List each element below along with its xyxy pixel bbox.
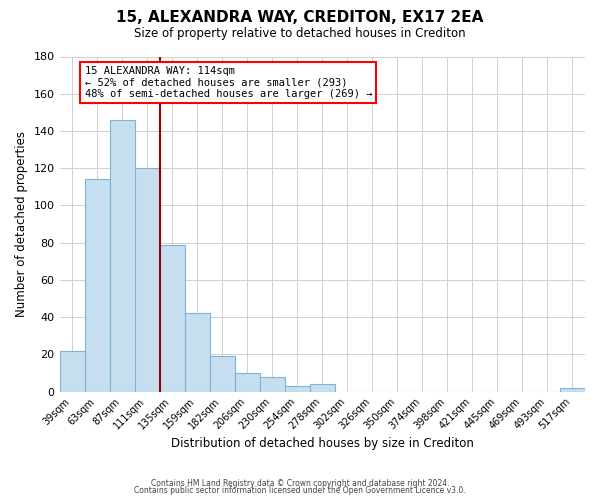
Bar bbox=[134, 168, 160, 392]
Bar bbox=[185, 314, 209, 392]
Bar bbox=[235, 373, 260, 392]
Bar bbox=[85, 180, 110, 392]
Y-axis label: Number of detached properties: Number of detached properties bbox=[15, 131, 28, 317]
Bar bbox=[285, 386, 310, 392]
Bar bbox=[59, 350, 85, 392]
Bar bbox=[160, 244, 185, 392]
Bar bbox=[110, 120, 134, 392]
X-axis label: Distribution of detached houses by size in Crediton: Distribution of detached houses by size … bbox=[171, 437, 474, 450]
Bar bbox=[209, 356, 235, 392]
Text: 15 ALEXANDRA WAY: 114sqm
← 52% of detached houses are smaller (293)
48% of semi-: 15 ALEXANDRA WAY: 114sqm ← 52% of detach… bbox=[85, 66, 372, 99]
Text: Contains public sector information licensed under the Open Government Licence v3: Contains public sector information licen… bbox=[134, 486, 466, 495]
Bar bbox=[560, 388, 585, 392]
Bar bbox=[260, 377, 285, 392]
Bar bbox=[310, 384, 335, 392]
Text: Contains HM Land Registry data © Crown copyright and database right 2024.: Contains HM Land Registry data © Crown c… bbox=[151, 478, 449, 488]
Text: Size of property relative to detached houses in Crediton: Size of property relative to detached ho… bbox=[134, 28, 466, 40]
Text: 15, ALEXANDRA WAY, CREDITON, EX17 2EA: 15, ALEXANDRA WAY, CREDITON, EX17 2EA bbox=[116, 10, 484, 25]
